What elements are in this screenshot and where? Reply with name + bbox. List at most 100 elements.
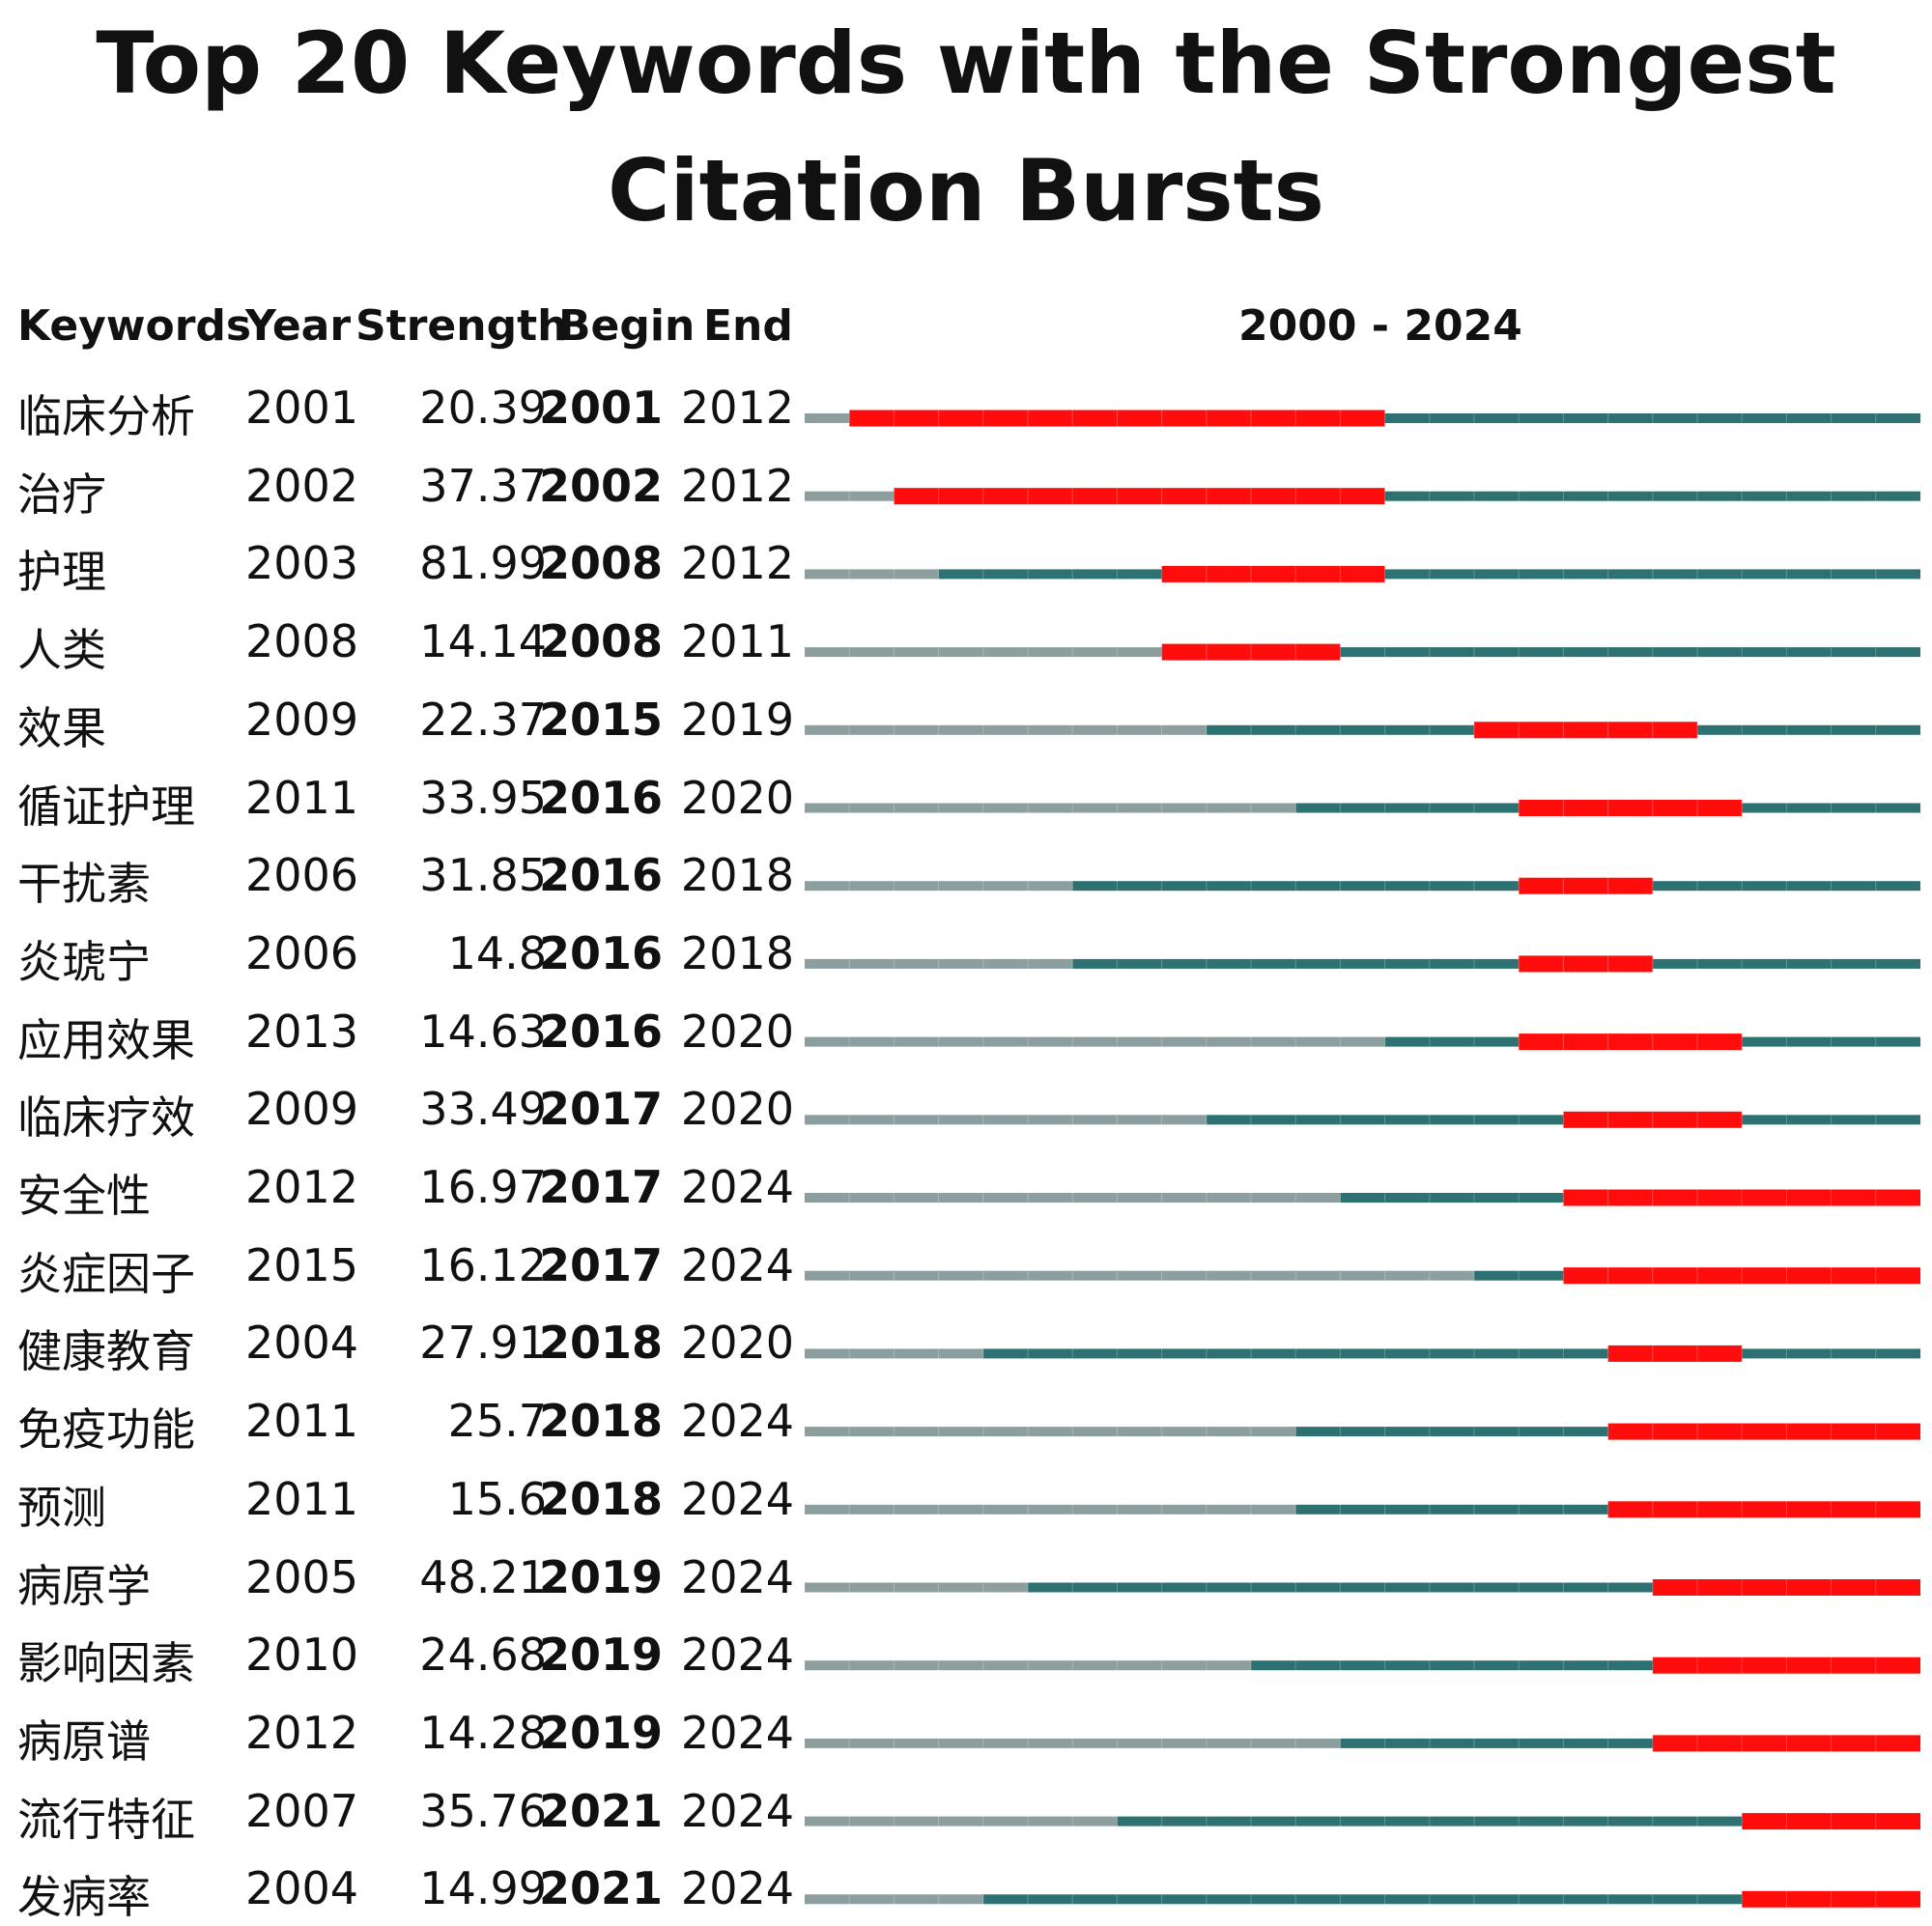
year-divider [1071, 955, 1073, 973]
year-divider [1831, 1111, 1833, 1128]
year-divider [893, 1735, 895, 1752]
begin-cell: 2017 [538, 1238, 663, 1291]
year-divider [1429, 1735, 1431, 1752]
year-divider [1116, 1034, 1118, 1051]
year-divider [982, 488, 984, 505]
year-divider [1339, 722, 1341, 739]
year-divider [938, 488, 940, 505]
year-divider [1116, 800, 1118, 816]
year-divider [1831, 410, 1833, 427]
year-divider [1785, 955, 1787, 973]
year-divider [982, 1423, 984, 1440]
strength-cell: 14.28 [419, 1706, 547, 1759]
year-divider [1027, 410, 1029, 427]
header-range: 2000 - 2024 [1238, 301, 1522, 351]
chart-title: Top 20 Keywords with the Strongest Citat… [96, 14, 1836, 241]
burst-bar [1519, 877, 1653, 894]
year-divider [1741, 1189, 1743, 1206]
year-divider [1652, 410, 1654, 427]
year-divider [1652, 565, 1654, 582]
year-divider [1384, 1890, 1386, 1908]
year-divider [1741, 1423, 1743, 1440]
year-divider [1161, 955, 1163, 973]
year-divider [1696, 800, 1698, 816]
year-divider [1339, 1423, 1341, 1440]
burst-bar [1563, 1189, 1920, 1206]
year-divider [1384, 1111, 1386, 1128]
year-divider [848, 1267, 850, 1285]
year-divider [1607, 1813, 1609, 1830]
year-divider [1607, 800, 1609, 816]
year-divider [1785, 643, 1787, 661]
year-divider [1741, 1657, 1743, 1674]
year-divider [1562, 955, 1564, 973]
pre-start-bar [805, 569, 939, 580]
burst-bar [1742, 1813, 1920, 1830]
year-divider [1071, 1813, 1073, 1830]
year-divider [1831, 488, 1833, 505]
year-divider [938, 1890, 940, 1908]
year-divider [1562, 1267, 1564, 1285]
year-divider [1429, 955, 1431, 973]
year-divider [1071, 1034, 1073, 1051]
year-divider [1652, 1579, 1654, 1596]
year-divider [1116, 1890, 1118, 1908]
burst-bar [849, 410, 1385, 427]
year-divider [1652, 1034, 1654, 1051]
year-divider [1384, 1579, 1386, 1596]
year-divider [1741, 1034, 1743, 1051]
year-divider [982, 1345, 984, 1362]
year-divider [1384, 877, 1386, 894]
year-divider [1339, 800, 1341, 816]
year-divider [1206, 1813, 1208, 1830]
year-cell: 2005 [245, 1550, 359, 1603]
year-divider [1875, 643, 1877, 661]
year-divider [938, 1735, 940, 1752]
keyword-cell: 病原学 [17, 1559, 151, 1612]
year-divider [1696, 1345, 1698, 1362]
begin-cell: 2016 [538, 771, 663, 824]
strength-cell: 16.12 [419, 1238, 547, 1291]
year-divider [1429, 1345, 1431, 1362]
year-divider [1206, 955, 1208, 973]
year-divider [1384, 410, 1386, 427]
year-divider [1250, 1034, 1252, 1051]
year-divider [848, 410, 850, 427]
keyword-cell: 流行特征 [17, 1793, 195, 1846]
pre-start-bar [805, 491, 895, 501]
year-divider [848, 1657, 850, 1674]
pre-start-bar [805, 1816, 1118, 1827]
keyword-cell: 健康教育 [17, 1325, 195, 1378]
year-divider [848, 1735, 850, 1752]
end-cell: 2020 [680, 771, 794, 824]
year-divider [1518, 1111, 1520, 1128]
year-divider [848, 1501, 850, 1518]
year-divider [893, 1345, 895, 1362]
year-divider [1116, 1423, 1118, 1440]
year-divider [982, 1657, 984, 1674]
year-divider [1831, 1189, 1833, 1206]
year-divider [848, 1189, 850, 1206]
year-divider [982, 1735, 984, 1752]
burst-bar [1161, 565, 1385, 582]
year-divider [1473, 1267, 1475, 1285]
strength-cell: 37.37 [419, 459, 547, 512]
year-divider [1294, 800, 1296, 816]
year-divider [1741, 1345, 1743, 1362]
year-divider [1562, 1034, 1564, 1051]
year-divider [982, 955, 984, 973]
year-divider [938, 1501, 940, 1518]
year-divider [848, 1813, 850, 1830]
active-bar [1251, 1660, 1920, 1671]
year-divider [848, 1111, 850, 1128]
year-divider [1294, 1189, 1296, 1206]
year-divider [1339, 488, 1341, 505]
strength-cell: 14.63 [419, 1005, 547, 1058]
year-divider [848, 643, 850, 661]
year-divider [1875, 1657, 1877, 1674]
year-divider [1741, 565, 1743, 582]
year-divider [893, 1813, 895, 1830]
year-divider [848, 800, 850, 816]
year-divider [982, 1890, 984, 1908]
year-divider [1429, 410, 1431, 427]
